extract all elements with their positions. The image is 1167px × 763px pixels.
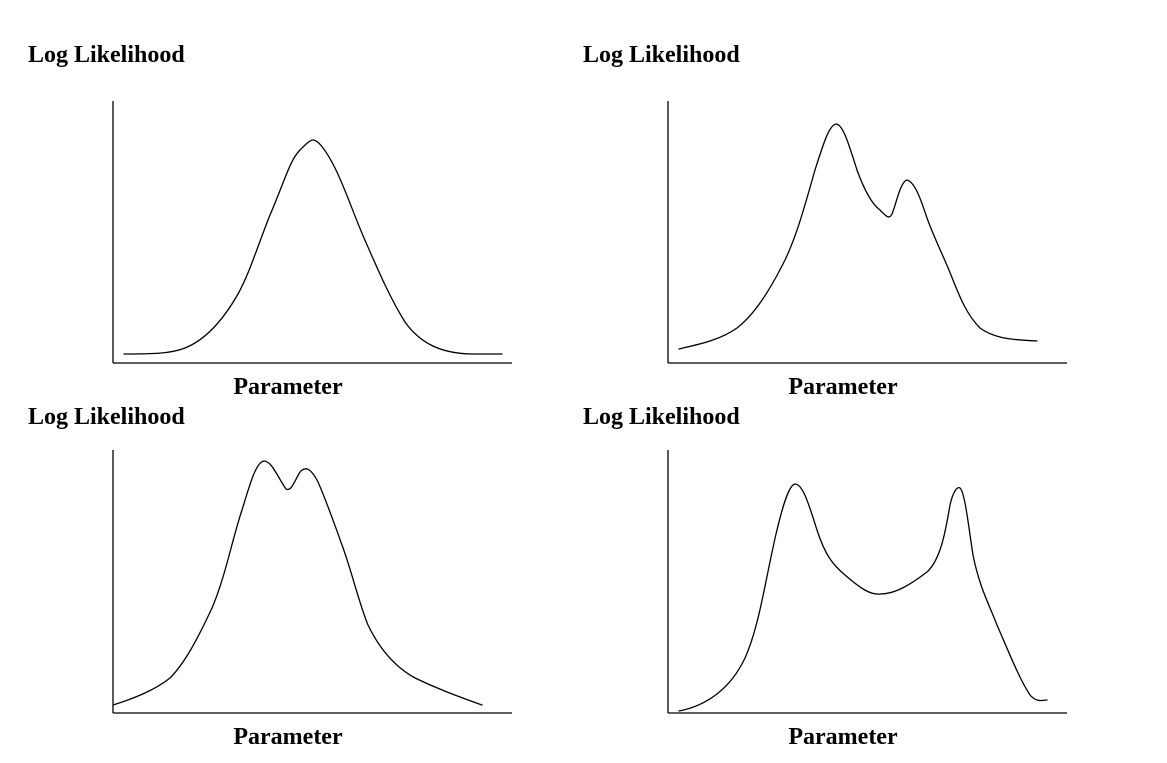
plot-area <box>667 450 1067 714</box>
likelihood-curve <box>678 123 1038 350</box>
plot-area <box>112 101 512 364</box>
y-axis-label: Log Likelihood <box>583 42 740 68</box>
panel-two-close-peaks: Log Likelihood Parameter <box>0 360 540 750</box>
panel-two-peaks-unequal: Log Likelihood Parameter <box>555 0 1095 400</box>
plot-area <box>112 450 512 714</box>
y-axis-label: Log Likelihood <box>28 404 185 430</box>
x-axis-label: Parameter <box>788 374 898 400</box>
likelihood-curve <box>678 483 1048 712</box>
x-axis-label: Parameter <box>788 724 898 750</box>
x-axis-label: Parameter <box>233 724 343 750</box>
y-axis-label: Log Likelihood <box>583 404 740 430</box>
panel-single-peak: Log Likelihood Parameter <box>0 0 540 400</box>
likelihood-curve <box>123 139 503 355</box>
y-axis-label: Log Likelihood <box>28 42 185 68</box>
x-axis-label: Parameter <box>233 374 343 400</box>
plot-area <box>667 101 1067 364</box>
panel-two-separated-peaks: Log Likelihood Parameter <box>555 360 1095 750</box>
likelihood-curve <box>112 460 483 706</box>
